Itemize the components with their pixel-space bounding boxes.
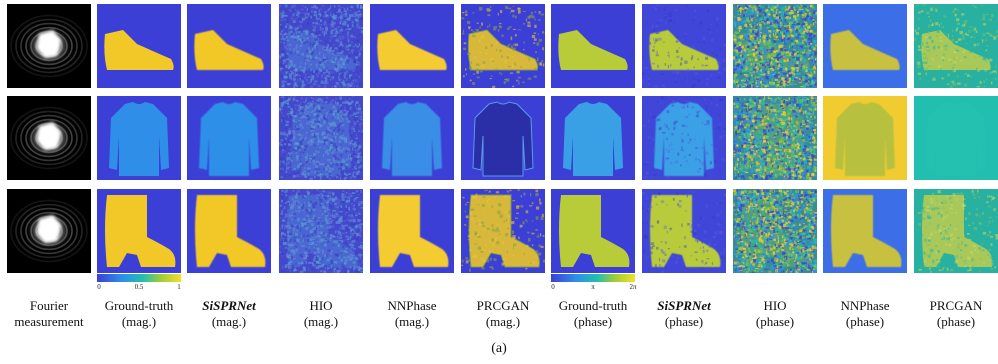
tile-shirt-prcgan-mag bbox=[461, 96, 545, 180]
col-label-nnphase-mag: NNPhase (mag.) bbox=[387, 298, 437, 329]
tile-boot-gt-phase bbox=[551, 189, 635, 273]
tile-boot-sisprnet-phase bbox=[642, 189, 726, 273]
tile-shoe-gt-phase bbox=[551, 4, 635, 88]
image-grid bbox=[7, 4, 998, 273]
tile-shoe-nnphase-mag bbox=[370, 4, 454, 88]
tile-boot-nnphase-phase bbox=[823, 189, 907, 273]
tile-boot-fourier bbox=[7, 189, 91, 273]
tile-shoe-hio-phase bbox=[733, 4, 817, 88]
col-label-prcgan-mag: PRCGAN (mag.) bbox=[476, 298, 530, 329]
cbar-phase-tick-0: 0 bbox=[551, 283, 555, 291]
colorbar-phase-ticks: 0 π 2π bbox=[551, 283, 637, 293]
figure-caption: (a) bbox=[491, 341, 507, 356]
tile-shirt-prcgan-phase bbox=[914, 96, 998, 180]
tile-shoe-fourier bbox=[7, 4, 91, 88]
col-label-hio-phase: HIO (phase) bbox=[755, 298, 795, 329]
tile-shoe-nnphase-phase bbox=[823, 4, 907, 88]
tile-shirt-nnphase-phase bbox=[823, 96, 907, 180]
tile-boot-gt-mag bbox=[97, 189, 181, 273]
tile-shirt-hio-mag bbox=[279, 96, 363, 180]
col-label-gt-phase: Ground-truth (phase) bbox=[558, 298, 628, 329]
tile-shoe-sisprnet-mag bbox=[187, 4, 271, 88]
tile-boot-prcgan-mag bbox=[461, 189, 545, 273]
tile-boot-nnphase-mag bbox=[370, 189, 454, 273]
tile-shoe-prcgan-phase bbox=[914, 4, 998, 88]
tile-shoe-hio-mag bbox=[279, 4, 363, 88]
colorbar-phase bbox=[551, 274, 635, 282]
col-label-prcgan-phase: PRCGAN (phase) bbox=[929, 298, 983, 329]
colorbar-magnitude-ticks: 0 0.5 1 bbox=[97, 283, 181, 293]
cbar-mag-tick-2: 1 bbox=[177, 283, 181, 291]
col-label-hio-mag: HIO (mag.) bbox=[303, 298, 339, 329]
cbar-mag-tick-0: 0 bbox=[97, 283, 101, 291]
col-label-fourier: Fourier measurement bbox=[14, 298, 84, 329]
tile-boot-hio-mag bbox=[279, 189, 363, 273]
tile-shoe-sisprnet-phase bbox=[642, 4, 726, 88]
tile-shirt-gt-phase bbox=[551, 96, 635, 180]
cbar-mag-tick-1: 0.5 bbox=[134, 283, 144, 291]
col-label-sisprnet-mag: SiSPRNet (mag.) bbox=[202, 298, 256, 329]
tile-boot-prcgan-phase bbox=[914, 189, 998, 273]
cbar-phase-tick-1: π bbox=[591, 283, 595, 291]
tile-boot-sisprnet-mag bbox=[187, 189, 271, 273]
cbar-phase-tick-2: 2π bbox=[629, 283, 637, 291]
col-label-nnphase-phase: NNPhase (phase) bbox=[840, 298, 890, 329]
tile-shoe-gt-mag bbox=[97, 4, 181, 88]
col-label-gt-mag: Ground-truth (mag.) bbox=[104, 298, 174, 329]
tile-shirt-fourier bbox=[7, 96, 91, 180]
tile-shirt-sisprnet-mag bbox=[187, 96, 271, 180]
tile-shirt-gt-mag bbox=[97, 96, 181, 180]
tile-shoe-prcgan-mag bbox=[461, 4, 545, 88]
tile-shirt-sisprnet-phase bbox=[642, 96, 726, 180]
tile-shirt-hio-phase bbox=[733, 96, 817, 180]
tile-boot-hio-phase bbox=[733, 189, 817, 273]
tile-shirt-nnphase-mag bbox=[370, 96, 454, 180]
col-label-sisprnet-phase: SiSPRNet (phase) bbox=[657, 298, 711, 329]
colorbar-magnitude bbox=[97, 274, 181, 282]
